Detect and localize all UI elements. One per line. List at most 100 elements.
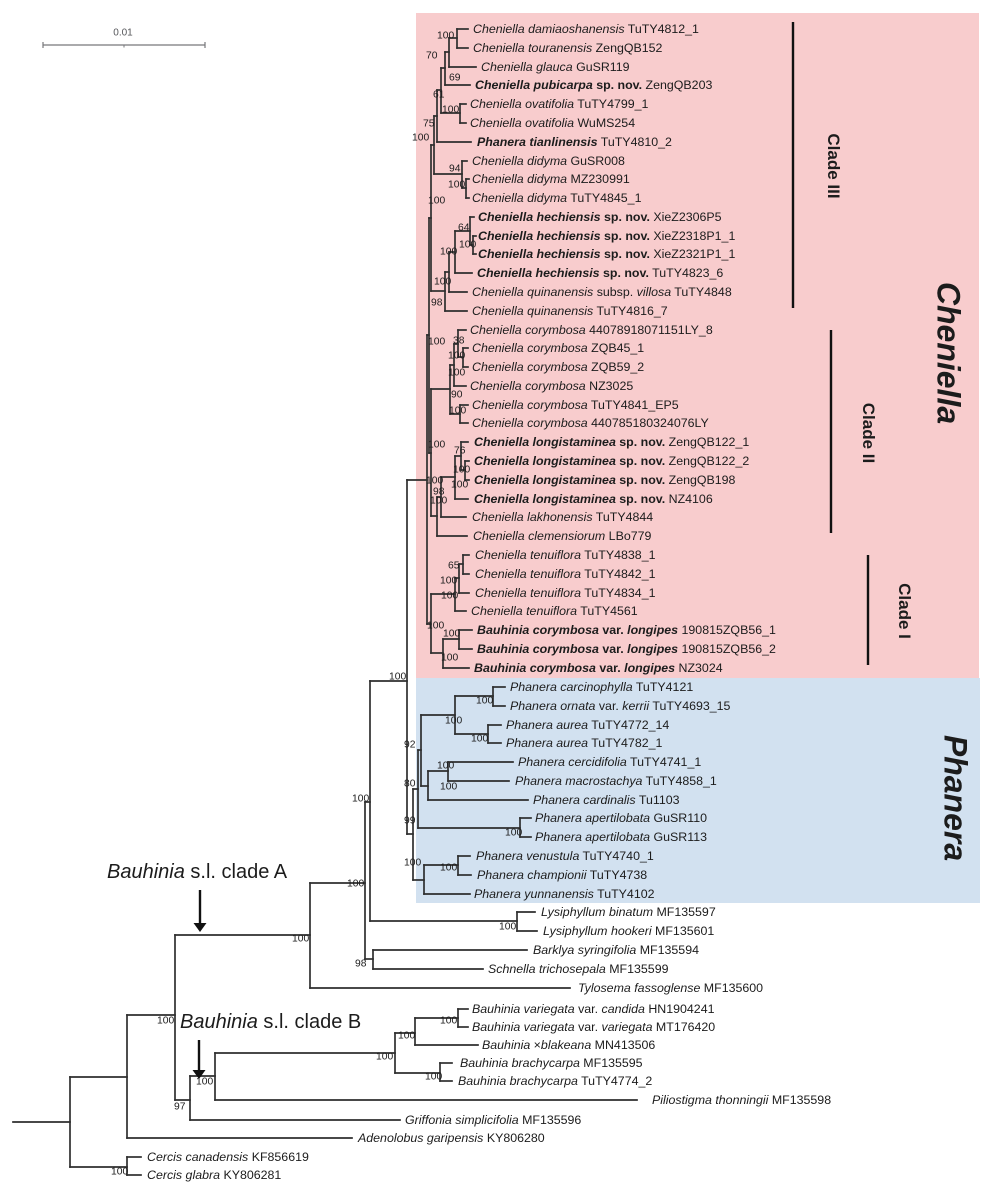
bootstrap-value: 98	[431, 297, 443, 309]
tip-label: Phanera aurea TuTY4772_14	[506, 718, 670, 732]
bootstrap-value: 69	[449, 72, 461, 84]
bootstrap-value: 100	[196, 1076, 214, 1088]
bootstrap-value: 70	[426, 50, 438, 62]
bootstrap-value: 100	[476, 695, 494, 707]
tip-label: Phanera ornata var. kerrii TuTY4693_15	[510, 699, 731, 713]
tip-label: Bauhinia variegata var. candida HN190424…	[472, 1002, 715, 1016]
bootstrap-value: 100	[404, 857, 422, 869]
tip-label: Cheniella hechiensis sp. nov. TuTY4823_6	[477, 266, 724, 280]
bootstrap-value: 100	[471, 733, 489, 745]
tip-label: Cheniella corymbosa NZ3025	[470, 379, 634, 393]
tip-label: Cheniella corymbosa ZQB59_2	[472, 360, 645, 374]
bootstrap-value: 100	[398, 1030, 416, 1042]
tip-label: Phanera tianlinensis TuTY4810_2	[477, 135, 672, 149]
tip-label: Cercis glabra KY806281	[147, 1168, 282, 1182]
bootstrap-value: 61	[433, 89, 445, 101]
tip-label: Cercis canadensis KF856619	[147, 1150, 309, 1164]
bootstrap-value: 100	[352, 793, 370, 805]
bootstrap-value: 98	[433, 486, 445, 498]
bootstrap-value: 100	[412, 132, 430, 144]
tip-label: Lysiphyllum binatum MF135597	[541, 905, 716, 919]
tip-label: Barklya syringifolia MF135594	[533, 943, 699, 957]
bootstrap-value: 97	[174, 1101, 186, 1113]
tip-label: Bauhinia variegata var. variegata MT1764…	[472, 1020, 716, 1034]
phanera-region	[416, 678, 980, 903]
bootstrap-value: 98	[355, 958, 367, 970]
tip-label: Cheniella pubicarpa sp. nov. ZengQB203	[475, 78, 713, 92]
bootstrap-value: 100	[434, 276, 452, 288]
tip-label: Phanera apertilobata GuSR110	[535, 811, 707, 825]
tip-label: Cheniella tenuiflora TuTY4834_1	[475, 586, 656, 600]
tip-label: Phanera macrostachya TuTY4858_1	[515, 774, 717, 788]
bootstrap-value: 94	[449, 163, 461, 175]
bootstrap-value: 100	[376, 1051, 394, 1063]
tip-label: Phanera aurea TuTY4782_1	[506, 736, 663, 750]
tip-label: Cheniella corymbosa 44078918071151LY_8	[470, 323, 713, 337]
tip-label: Adenolobus garipensis KY806280	[358, 1131, 545, 1145]
bootstrap-value: 100	[437, 760, 455, 772]
bootstrap-value: 100	[426, 475, 444, 487]
annotation-arrowhead	[192, 1070, 206, 1079]
bootstrap-value: 90	[451, 389, 463, 401]
bootstrap-value: 80	[404, 778, 416, 790]
bootstrap-value: 100	[428, 195, 446, 207]
tip-label: Phanera cercidifolia TuTY4741_1	[518, 755, 702, 769]
tip-label: Cheniella tenuiflora TuTY4838_1	[475, 548, 656, 562]
clade-bracket-label: Clade III	[824, 133, 843, 199]
bootstrap-value: 100	[437, 30, 455, 42]
tip-label: Cheniella tenuiflora TuTY4842_1	[475, 567, 656, 581]
bootstrap-value: 100	[445, 715, 463, 727]
annotation-arrowhead	[193, 923, 207, 932]
tip-label: Bauhinia corymbosa var. longipes NZ3024	[474, 661, 723, 675]
tip-label: Cheniella longistaminea sp. nov. NZ4106	[474, 492, 713, 506]
bootstrap-value: 100	[453, 464, 471, 476]
bootstrap-value: 100	[448, 367, 466, 379]
tip-label: Lysiphyllum hookeri MF135601	[543, 924, 715, 938]
tip-label: Phanera championii TuTY4738	[477, 868, 648, 882]
tip-label: Cheniella hechiensis sp. nov. XieZ2321P1…	[478, 247, 736, 261]
genus-label-cheniella: Cheniella	[930, 281, 967, 425]
bootstrap-value: 100	[448, 179, 466, 191]
tip-label: Bauhinia corymbosa var. longipes 190815Z…	[477, 623, 776, 637]
bootstrap-value: 100	[157, 1015, 175, 1027]
tip-label: Cheniella ovatifolia TuTY4799_1	[470, 97, 649, 111]
bootstrap-value: 100	[448, 350, 466, 362]
tip-label: Schnella trichosepala MF135599	[488, 962, 669, 976]
tip-label: Cheniella quinanensis TuTY4816_7	[472, 304, 668, 318]
bootstrap-value: 100	[440, 781, 458, 793]
tip-label: Cheniella didyma GuSR008	[472, 154, 625, 168]
tip-label: Bauhinia ×blakeana MN413506	[482, 1038, 656, 1052]
tip-label: Cheniella hechiensis sp. nov. XieZ2306P5	[478, 210, 722, 224]
tip-label: Phanera apertilobata GuSR113	[535, 830, 707, 844]
tip-label: Cheniella corymbosa ZQB45_1	[472, 341, 645, 355]
bootstrap-value: 100	[441, 590, 459, 602]
bootstrap-value: 100	[425, 1071, 443, 1083]
tip-label: Cheniella lakhonensis TuTY4844	[472, 510, 654, 524]
tip-label: Bauhinia corymbosa var. longipes 190815Z…	[477, 642, 776, 656]
tip-label: Cheniella quinanensis subsp. villosa TuT…	[472, 285, 732, 299]
bootstrap-value: 64	[458, 222, 470, 234]
bootstrap-value: 100	[459, 239, 477, 251]
tip-label: Bauhinia brachycarpa MF135595	[460, 1056, 643, 1070]
bootstrap-value: 100	[292, 933, 310, 945]
bootstrap-value: 38	[453, 335, 465, 347]
bootstrap-value: 100	[430, 495, 448, 507]
bootstrap-value: 100	[347, 878, 365, 890]
bootstrap-value: 100	[389, 671, 407, 683]
tip-label: Cheniella corymbosa 440785180324076LY	[472, 416, 709, 430]
tip-label: Phanera yunnanensis TuTY4102	[474, 887, 655, 901]
bootstrap-value: 100	[505, 827, 523, 839]
cheniella-region	[416, 13, 979, 678]
tip-label: Cheniella touranensis ZengQB152	[473, 41, 663, 55]
tip-label: Cheniella glauca GuSR119	[481, 60, 630, 74]
clade-bracket-label: Clade I	[895, 583, 914, 639]
bootstrap-value: 100	[440, 862, 458, 874]
bootstrap-value: 99	[404, 815, 416, 827]
tip-label: Cheniella clemensiorum LBo779	[473, 529, 652, 543]
bootstrap-value: 75	[423, 118, 435, 130]
bootstrap-value: 65	[448, 560, 460, 572]
tip-label: Phanera cardinalis Tu1103	[533, 793, 680, 807]
genus-label-phanera: Phanera	[937, 734, 974, 862]
